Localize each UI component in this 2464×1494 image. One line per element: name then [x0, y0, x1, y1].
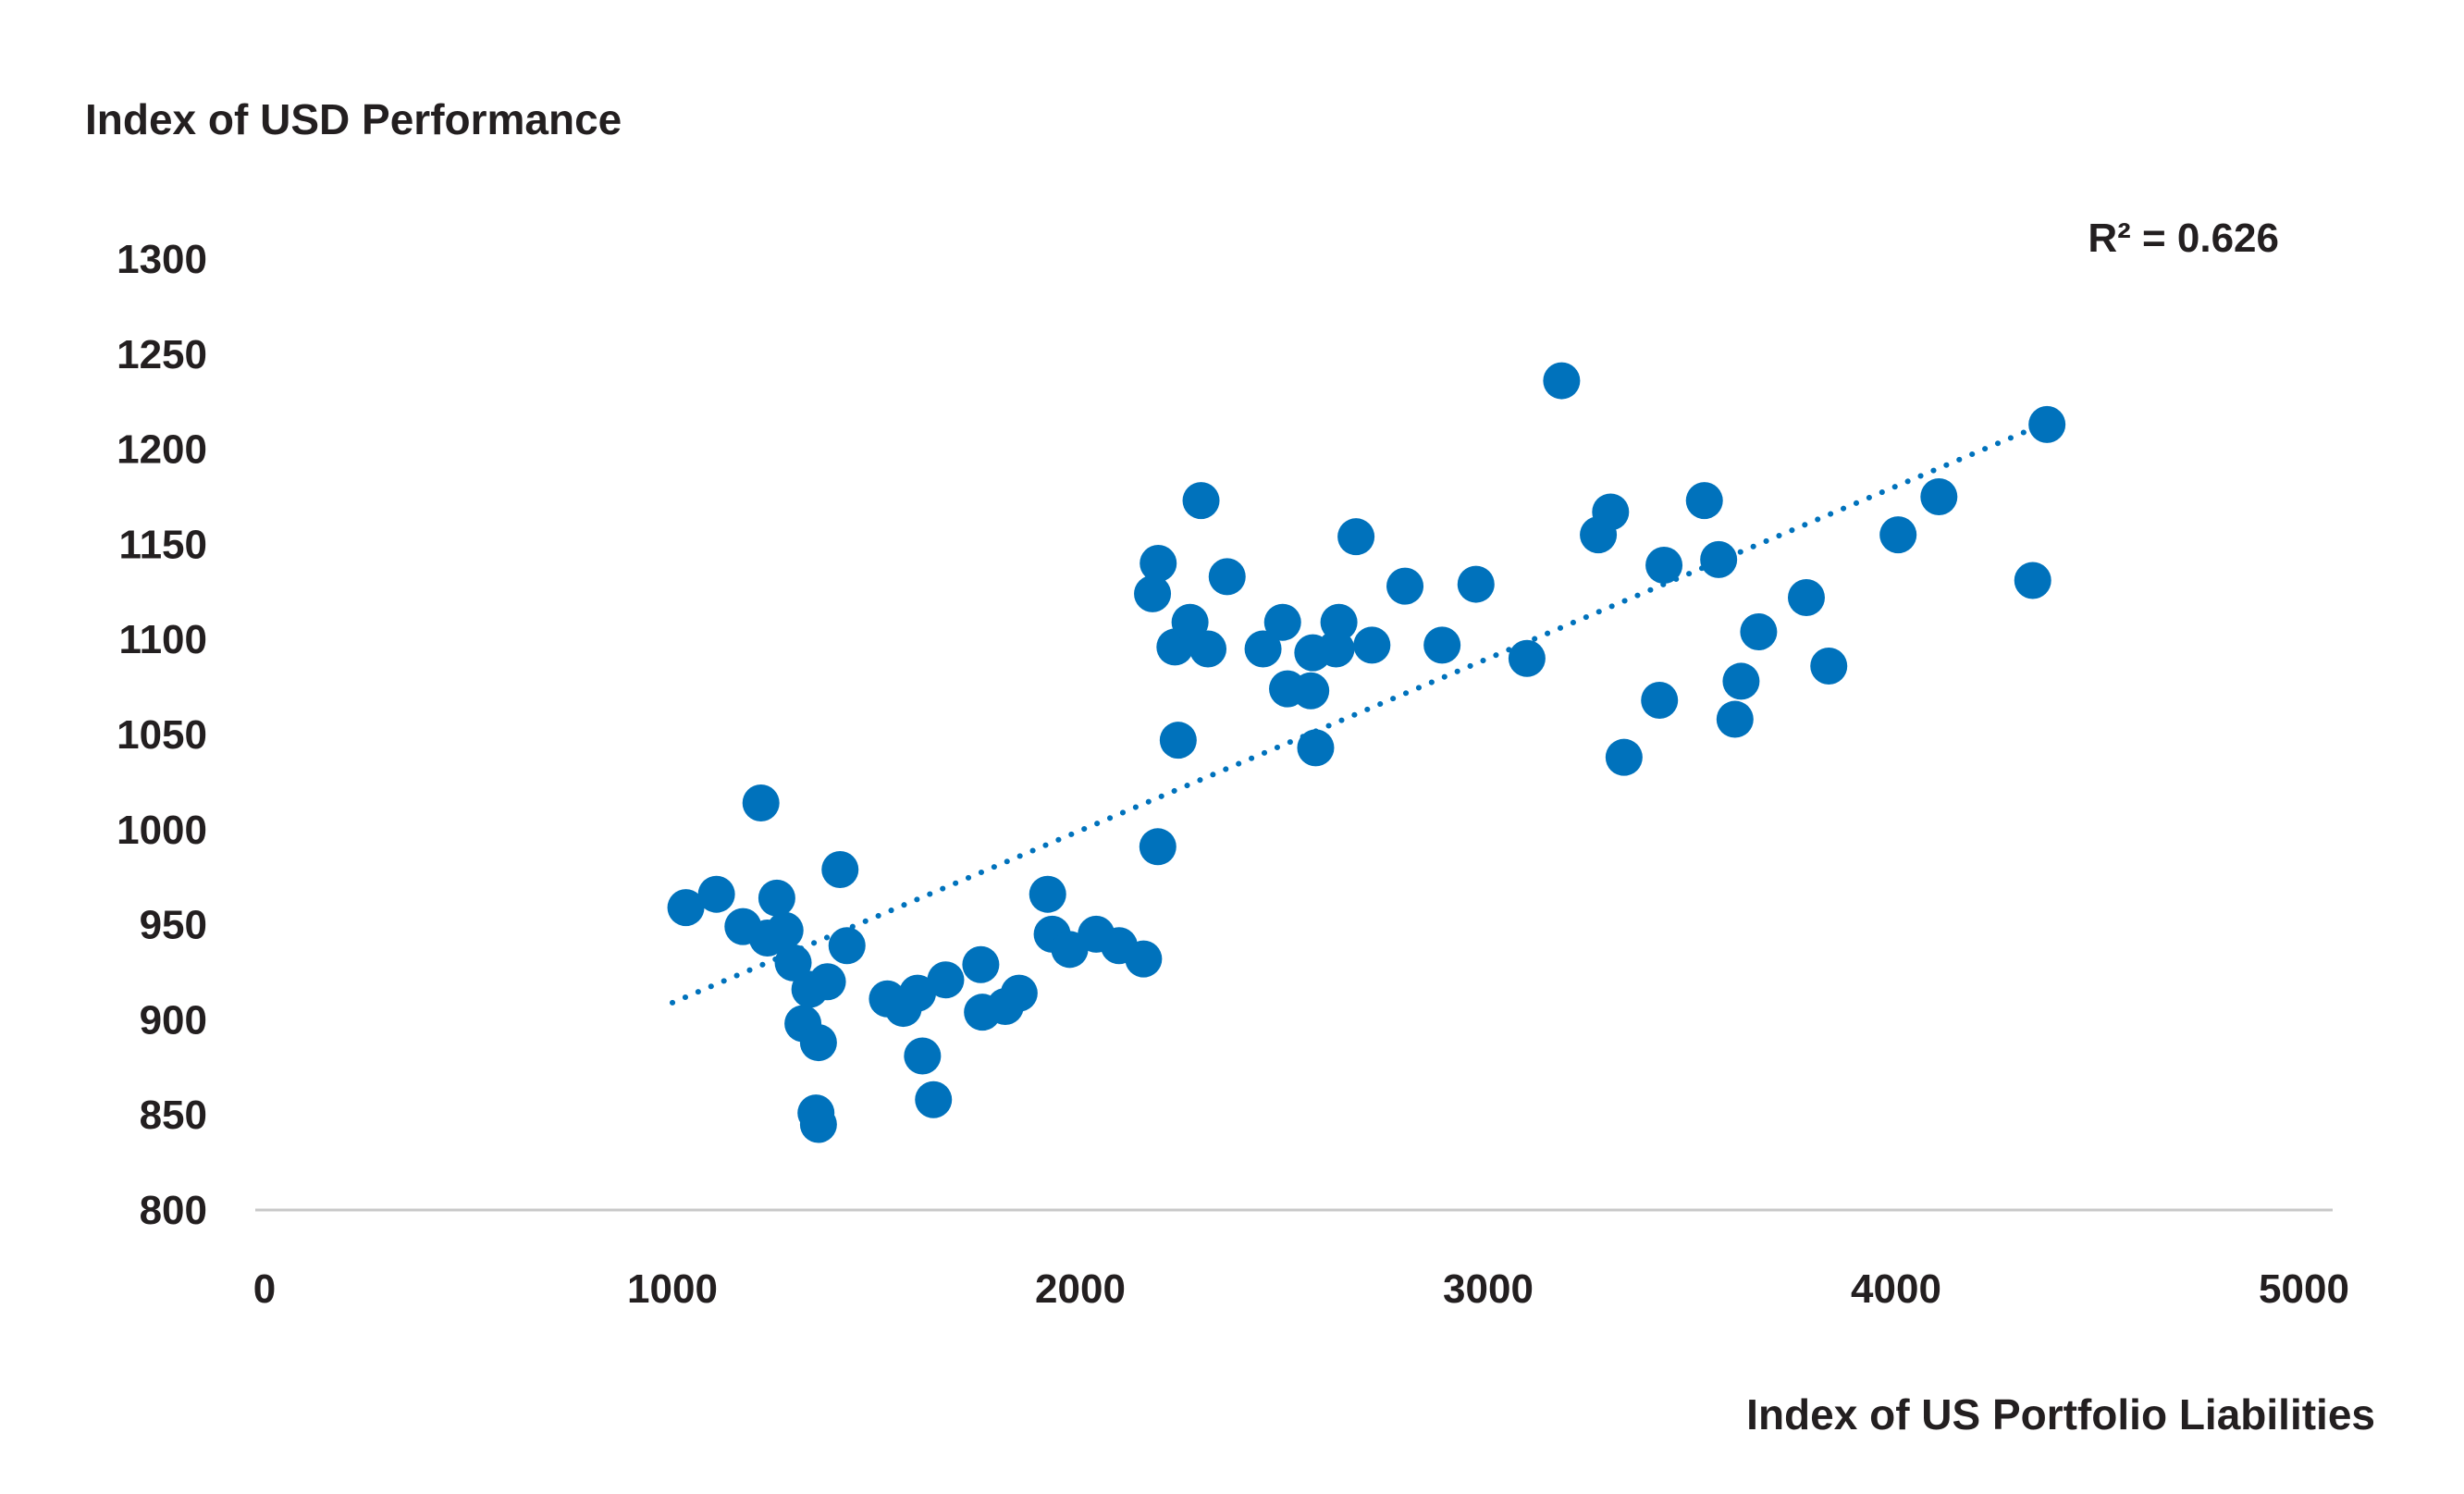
data-point: [667, 889, 705, 927]
x-axis-label: Index of US Portfolio Liabilities: [1746, 1390, 2375, 1438]
y-tick-labels: 800 850 900 950 1000 1050 1100 1150 1200 1250 1300: [117, 237, 207, 1233]
y-tick-label: 1300: [117, 237, 207, 282]
data-point: [766, 911, 804, 949]
data-point: [1879, 516, 1917, 554]
data-point: [1722, 662, 1760, 700]
data-point: [799, 1024, 837, 1062]
data-point: [1685, 482, 1723, 520]
data-point: [1189, 630, 1227, 668]
data-point: [1244, 630, 1282, 668]
data-point: [774, 944, 812, 982]
data-point: [927, 961, 965, 999]
x-tick-labels: 0 1000 2000 3000 4000 5000: [253, 1266, 2349, 1312]
data-point: [1297, 729, 1335, 767]
data-points: [667, 362, 2066, 1143]
y-tick-label: 900: [140, 997, 207, 1043]
data-point: [1700, 540, 1738, 578]
data-point: [1171, 603, 1209, 641]
data-point: [1508, 639, 1546, 677]
data-point: [1645, 547, 1683, 585]
x-tick-label: 3000: [1443, 1266, 1534, 1312]
y-tick-label: 950: [140, 903, 207, 948]
data-point: [808, 963, 846, 1001]
data-point: [1140, 544, 1177, 582]
data-point: [1317, 630, 1355, 668]
x-tick-label: 1000: [627, 1266, 718, 1312]
y-tick-label: 1100: [119, 617, 207, 662]
data-point: [1543, 362, 1581, 400]
data-point: [1386, 567, 1424, 605]
data-point: [1353, 626, 1391, 664]
data-point: [1641, 681, 1679, 719]
x-tick-label: 4000: [1851, 1266, 1941, 1312]
data-point: [1337, 518, 1375, 556]
data-point: [2028, 405, 2066, 443]
x-tick-label: 0: [253, 1266, 276, 1312]
x-tick-label: 2000: [1035, 1266, 1126, 1312]
data-point: [1716, 700, 1754, 738]
data-point: [742, 784, 780, 822]
data-point: [1208, 558, 1246, 596]
y-tick-label: 1150: [119, 522, 207, 567]
data-point: [1125, 940, 1163, 978]
data-point: [1134, 574, 1172, 612]
data-point: [1457, 565, 1495, 603]
data-point: [1920, 478, 1958, 515]
data-point: [828, 927, 866, 965]
y-tick-label: 1000: [117, 808, 207, 853]
data-point: [821, 850, 859, 888]
data-point: [697, 875, 735, 913]
data-point: [1740, 612, 1778, 650]
data-point: [1605, 738, 1643, 776]
y-tick-label: 800: [140, 1188, 207, 1233]
data-point: [1592, 493, 1630, 531]
y-tick-label: 1200: [117, 427, 207, 473]
data-point: [899, 974, 937, 1012]
y-tick-label: 1050: [117, 712, 207, 758]
data-point: [758, 879, 795, 917]
data-point: [1182, 482, 1220, 520]
data-point: [915, 1080, 953, 1118]
data-point: [1292, 672, 1330, 710]
data-point: [1029, 875, 1066, 913]
data-point: [904, 1037, 942, 1075]
x-tick-label: 5000: [2259, 1266, 2349, 1312]
y-tick-label: 1250: [117, 332, 207, 377]
r-squared-annotation: R² = 0.626: [2088, 216, 2279, 261]
data-point: [1787, 578, 1825, 616]
data-point: [962, 945, 1000, 983]
data-point: [2014, 562, 2051, 599]
data-point: [1159, 722, 1197, 759]
data-point: [1810, 647, 1848, 685]
data-point: [1320, 603, 1358, 641]
data-point: [1000, 974, 1038, 1012]
data-point: [799, 1105, 837, 1143]
data-point: [1139, 828, 1177, 866]
y-axis-label: Index of USD Performance: [85, 95, 622, 143]
data-point: [1423, 626, 1461, 664]
y-tick-label: 850: [140, 1093, 207, 1138]
trendline: [670, 419, 2051, 1006]
data-point: [1263, 603, 1301, 641]
